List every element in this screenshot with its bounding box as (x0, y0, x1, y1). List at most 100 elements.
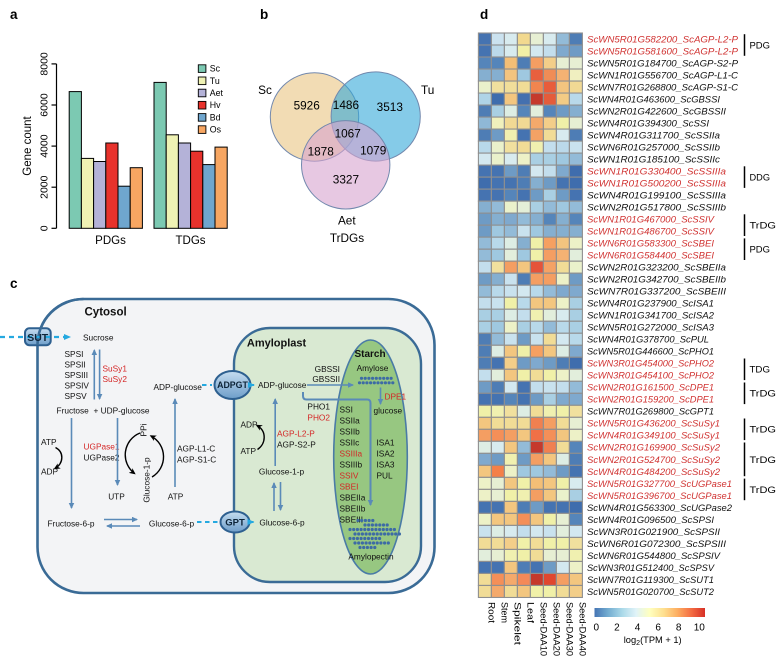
svg-text:ScWN1R01G467000_ScSSIV: ScWN1R01G467000_ScSSIV (587, 215, 716, 226)
svg-text:c: c (10, 276, 18, 291)
svg-text:TrDG: TrDG (750, 220, 777, 231)
svg-text:SSIIa: SSIIa (340, 416, 361, 426)
svg-text:SSIIIb: SSIIIb (340, 460, 363, 470)
svg-text:ScWN1R01G486700_ScSSIV: ScWN1R01G486700_ScSSIV (587, 227, 716, 238)
svg-text:a: a (10, 7, 18, 22)
svg-text:ScWN6R01G072300_ScSPSIII: ScWN6R01G072300_ScSPSIII (587, 539, 726, 550)
svg-text:ADP-glucose: ADP-glucose (258, 380, 307, 390)
svg-text:6: 6 (655, 623, 661, 634)
svg-text:ATP: ATP (41, 437, 57, 447)
svg-text:Sc: Sc (210, 64, 221, 74)
svg-text:ScWN1R01G341700_ScISA2: ScWN1R01G341700_ScISA2 (587, 311, 715, 322)
svg-text:ScWN2R01G161500_ScDPE1: ScWN2R01G161500_ScDPE1 (587, 383, 714, 394)
svg-text:ScWN4R01G378700_ScPUL: ScWN4R01G378700_ScPUL (587, 335, 709, 346)
svg-text:TrDG: TrDG (750, 484, 777, 495)
svg-text:SUT: SUT (27, 332, 49, 344)
svg-text:Fructose-6-p: Fructose-6-p (47, 519, 94, 529)
svg-text:log2(TPM + 1): log2(TPM + 1) (624, 635, 682, 647)
svg-text:Gene count: Gene count (22, 115, 34, 175)
svg-text:PUL: PUL (377, 471, 394, 481)
svg-text:3513: 3513 (377, 100, 404, 114)
svg-text:ScWN7R01G268800_ScAGP-S1-C: ScWN7R01G268800_ScAGP-S1-C (587, 82, 738, 93)
svg-text:ScWN4R01G237900_ScISA1: ScWN4R01G237900_ScISA1 (587, 299, 714, 310)
svg-text:8: 8 (676, 623, 682, 634)
svg-text:ISA2: ISA2 (377, 449, 395, 459)
svg-text:ScWN5R01G020700_ScSUT2: ScWN5R01G020700_ScSUT2 (587, 587, 715, 598)
svg-text:AGP-S2-P: AGP-S2-P (277, 440, 316, 450)
svg-text:0: 0 (39, 225, 51, 231)
svg-text:Fructose: Fructose (57, 406, 90, 416)
svg-text:Os: Os (210, 125, 222, 135)
svg-text:Hv: Hv (210, 100, 221, 110)
svg-text:TrDG: TrDG (750, 424, 777, 435)
svg-text:ScWN4R01G394300_ScSSI: ScWN4R01G394300_ScSSI (587, 119, 709, 130)
svg-text:Tu: Tu (210, 76, 220, 86)
svg-text:SBEIIa: SBEIIa (340, 493, 366, 503)
svg-text:ADP: ADP (241, 420, 259, 430)
svg-text:Starch: Starch (354, 349, 385, 360)
svg-text:ADPGT: ADPGT (217, 380, 248, 390)
svg-text:ScWN5R01G184700_ScAGP-S2-P: ScWN5R01G184700_ScAGP-S2-P (587, 58, 739, 69)
svg-text:ScWN2R01G422600_ScGBSSII: ScWN2R01G422600_ScGBSSII (587, 107, 726, 118)
svg-text:ADP: ADP (41, 467, 59, 477)
svg-text:ScWN4R01G484200_ScSuSy2: ScWN4R01G484200_ScSuSy2 (587, 467, 721, 478)
svg-text:ScWN2R01G517800_ScSSIIIb: ScWN2R01G517800_ScSSIIIb (587, 203, 727, 214)
svg-text:AGP-S1-C: AGP-S1-C (177, 455, 216, 465)
svg-text:SSI: SSI (340, 405, 353, 415)
svg-text:Cytosol: Cytosol (85, 307, 127, 319)
svg-text:ScWN2R01G524700_ScSuSy2: ScWN2R01G524700_ScSuSy2 (587, 455, 721, 466)
svg-text:SuSy1: SuSy1 (103, 364, 128, 374)
svg-text:SSIIIa: SSIIIa (340, 449, 363, 459)
svg-text:DPE1: DPE1 (385, 392, 407, 402)
svg-text:ScWN5R01G581600_ScAGP-L2-P: ScWN5R01G581600_ScAGP-L2-P (587, 46, 739, 57)
svg-text:GBSSII: GBSSII (312, 374, 340, 384)
svg-text:1486: 1486 (333, 98, 360, 112)
svg-text:ScWN5R01G396700_ScUGPase1: ScWN5R01G396700_ScUGPase1 (587, 491, 732, 502)
svg-text:Tu: Tu (421, 83, 434, 97)
svg-text:UGPase2: UGPase2 (84, 453, 120, 463)
svg-text:ScWN3R01G512400_ScSPSV: ScWN3R01G512400_ScSPSV (587, 563, 716, 574)
svg-text:ISA3: ISA3 (377, 460, 395, 470)
svg-text:Glucose-1-p: Glucose-1-p (259, 467, 305, 477)
svg-text:UTP: UTP (108, 492, 125, 502)
svg-text:Leaf: Leaf (525, 602, 535, 624)
svg-text:d: d (480, 7, 488, 22)
svg-text:UGPase1: UGPase1 (84, 442, 120, 452)
svg-text:SPSIII: SPSIII (65, 370, 89, 380)
svg-text:0: 0 (594, 623, 600, 634)
svg-text:SuSy2: SuSy2 (103, 374, 128, 384)
svg-text:Glucose-6-p: Glucose-6-p (149, 519, 195, 529)
svg-text:PHO2: PHO2 (307, 413, 330, 423)
svg-text:ScWN1R01G500200_ScSSIIIa: ScWN1R01G500200_ScSSIIIa (587, 179, 726, 190)
svg-text:6000: 6000 (39, 93, 51, 117)
svg-text:DDG: DDG (750, 172, 771, 183)
svg-text:ScWN2R01G323200_ScSBEIIa: ScWN2R01G323200_ScSBEIIa (587, 263, 726, 274)
svg-text:ScWN4R01G311700_ScSSIIa: ScWN4R01G311700_ScSSIIa (587, 131, 720, 142)
svg-text:ScWN6R01G257000_ScSSIIb: ScWN6R01G257000_ScSSIIb (587, 143, 721, 154)
svg-text:Glucose-1-p: Glucose-1-p (142, 457, 152, 503)
svg-text:PDGs: PDGs (95, 235, 126, 247)
svg-text:4: 4 (635, 623, 641, 634)
svg-text:Bd: Bd (210, 112, 221, 122)
svg-text:Amylose: Amylose (357, 363, 389, 373)
svg-text:TDGs: TDGs (175, 235, 205, 247)
svg-text:SBEI: SBEI (340, 482, 359, 492)
svg-text:ScWN5R01G582200_ScAGP-L2-P: ScWN5R01G582200_ScAGP-L2-P (587, 34, 739, 45)
svg-text:ScWN6R01G584400_ScSBEI: ScWN6R01G584400_ScSBEI (587, 251, 714, 262)
svg-text:GPT: GPT (225, 518, 245, 529)
svg-text:ScWN1R01G330400_ScSSIIIa: ScWN1R01G330400_ScSSIIIa (587, 167, 726, 178)
svg-text:ScWN4R01G563300_ScUGPase2: ScWN4R01G563300_ScUGPase2 (587, 503, 733, 514)
svg-text:ScWN5R01G272000_ScISA3: ScWN5R01G272000_ScISA3 (587, 323, 715, 334)
svg-text:GBSSI: GBSSI (315, 364, 340, 374)
svg-text:Seed-DAA10: Seed-DAA10 (538, 602, 548, 656)
svg-text:SSIIb: SSIIb (340, 427, 361, 437)
svg-text:Seed-DAA30: Seed-DAA30 (564, 602, 574, 656)
svg-text:PDG: PDG (750, 244, 771, 255)
svg-text:Aet: Aet (338, 214, 356, 228)
svg-text:ScWN2R01G342700_ScSBEIIb: ScWN2R01G342700_ScSBEIIb (587, 275, 727, 286)
svg-text:ScWN4R01G096500_ScSPSI: ScWN4R01G096500_ScSPSI (587, 515, 714, 526)
svg-text:10: 10 (694, 623, 706, 634)
svg-text:Seed-DAA20: Seed-DAA20 (551, 602, 561, 656)
svg-text:Root: Root (486, 602, 496, 624)
svg-text:ScWN3R01G021900_ScSPSII: ScWN3R01G021900_ScSPSII (587, 527, 720, 538)
